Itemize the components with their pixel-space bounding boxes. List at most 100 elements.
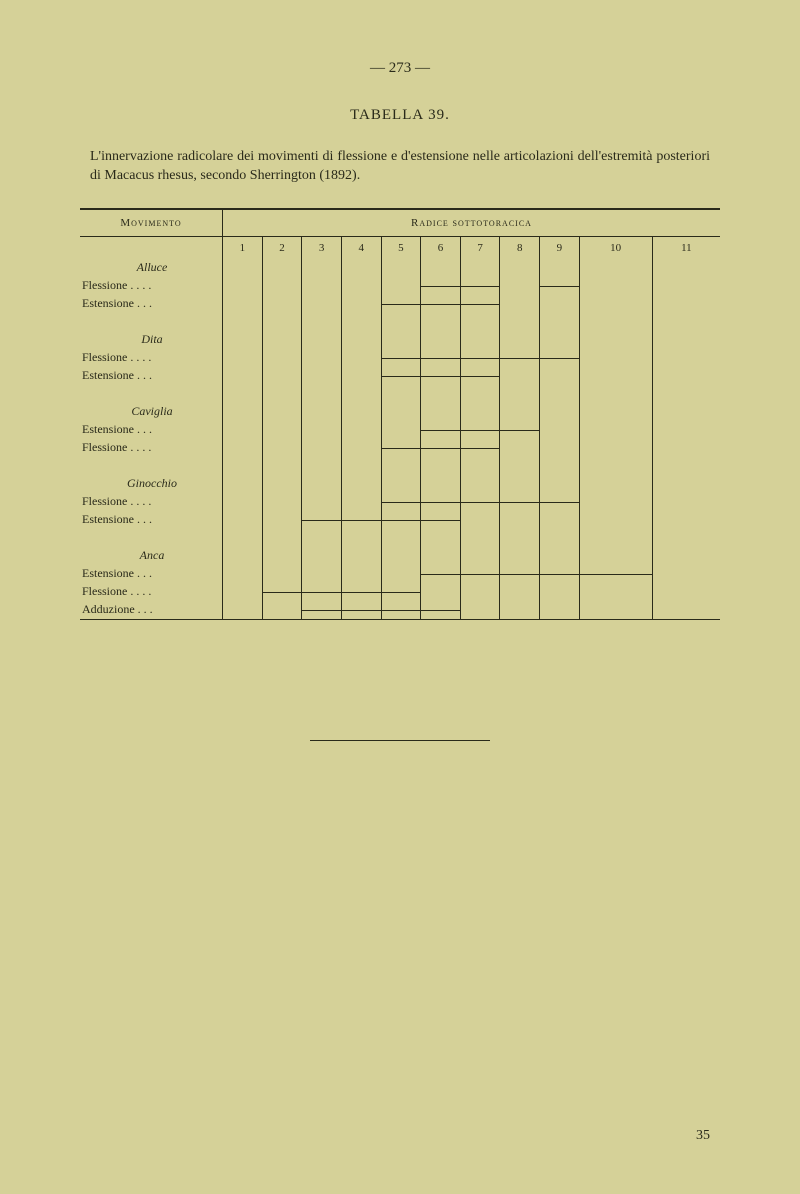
table-cell	[223, 403, 263, 421]
table-cell	[223, 331, 263, 349]
table-cell	[381, 475, 421, 493]
table-cell	[381, 349, 421, 367]
table-cell	[579, 457, 652, 475]
table-cell	[652, 331, 720, 349]
bar-segment	[461, 286, 500, 287]
table-cell	[421, 475, 461, 493]
table-cell	[540, 277, 580, 295]
row-label: Flessione . . . .	[80, 493, 223, 511]
table-cell	[579, 295, 652, 313]
table-cell	[223, 547, 263, 565]
table-cell	[223, 313, 263, 331]
table-cell	[381, 547, 421, 565]
col-header-radice: Radice sottotoracica	[223, 210, 721, 237]
table-row: Ginocchio	[80, 475, 720, 493]
table-cell	[460, 385, 500, 403]
table-cell	[460, 403, 500, 421]
table-cell	[460, 601, 500, 619]
table-cell	[652, 493, 720, 511]
bar-segment	[500, 574, 539, 575]
table-cell	[341, 529, 381, 547]
table-cell	[540, 421, 580, 439]
table-cell	[421, 421, 461, 439]
table-cell	[223, 349, 263, 367]
row-spacer	[80, 529, 223, 547]
table-cell	[460, 313, 500, 331]
table-cell	[262, 493, 302, 511]
row-label: Estensione . . .	[80, 511, 223, 529]
table-cell	[500, 439, 540, 457]
table-cell	[302, 583, 342, 601]
table-cell	[341, 457, 381, 475]
table-cell	[540, 439, 580, 457]
table-cell	[223, 277, 263, 295]
table-cell	[223, 259, 263, 277]
table-cell	[262, 367, 302, 385]
table-cell	[579, 385, 652, 403]
table-cell	[579, 529, 652, 547]
table-cell	[381, 277, 421, 295]
table-cell	[460, 457, 500, 475]
table-cell	[341, 493, 381, 511]
table-cell	[460, 421, 500, 439]
column-number: 2	[262, 236, 302, 259]
table-cell	[579, 475, 652, 493]
table-cell	[381, 511, 421, 529]
table-cell	[500, 331, 540, 349]
column-number-row: 1234567891011	[80, 236, 720, 259]
bar-segment	[382, 358, 421, 359]
table-cell	[262, 529, 302, 547]
table-cell	[381, 565, 421, 583]
table-cell	[223, 565, 263, 583]
table-cell	[500, 367, 540, 385]
table-cell	[223, 421, 263, 439]
table-cell	[579, 421, 652, 439]
table-cell	[223, 439, 263, 457]
bar-segment	[461, 502, 500, 503]
table-cell	[262, 385, 302, 403]
group-label: Dita	[80, 331, 223, 349]
table-cell	[500, 511, 540, 529]
table-caption: L'innervazione radicolare dei movimenti …	[90, 148, 710, 186]
table-cell	[302, 601, 342, 619]
table-cell	[421, 403, 461, 421]
table-row	[80, 529, 720, 547]
bar-segment	[461, 376, 500, 377]
table-cell	[302, 277, 342, 295]
table-cell	[381, 331, 421, 349]
bar-segment	[461, 448, 500, 449]
table-cell	[262, 511, 302, 529]
table-cell	[540, 313, 580, 331]
table-cell	[540, 403, 580, 421]
bar-segment	[382, 304, 421, 305]
bar-segment	[540, 502, 579, 503]
table-cell	[652, 457, 720, 475]
bar-segment	[302, 520, 341, 521]
table-cell	[421, 367, 461, 385]
table-cell	[341, 475, 381, 493]
table-cell	[381, 583, 421, 601]
table-cell	[262, 547, 302, 565]
table-cell	[381, 313, 421, 331]
table-cell	[302, 259, 342, 277]
table-cell	[223, 511, 263, 529]
table-cell	[540, 367, 580, 385]
table-cell	[381, 385, 421, 403]
row-label: Flessione . . . .	[80, 277, 223, 295]
table-cell	[500, 475, 540, 493]
table-cell	[500, 313, 540, 331]
table-cell	[421, 565, 461, 583]
table-cell	[421, 511, 461, 529]
table-cell	[652, 583, 720, 601]
table-cell	[540, 511, 580, 529]
table-cell	[652, 259, 720, 277]
table-cell	[381, 601, 421, 619]
bar-segment	[382, 502, 421, 503]
group-label: Caviglia	[80, 403, 223, 421]
table-row: Dita	[80, 331, 720, 349]
column-number: 10	[579, 236, 652, 259]
table-header-row: Movimento Radice sottotoracica	[80, 210, 720, 237]
row-label: Estensione . . .	[80, 295, 223, 313]
table-cell	[302, 457, 342, 475]
table-row: Estensione . . .	[80, 565, 720, 583]
